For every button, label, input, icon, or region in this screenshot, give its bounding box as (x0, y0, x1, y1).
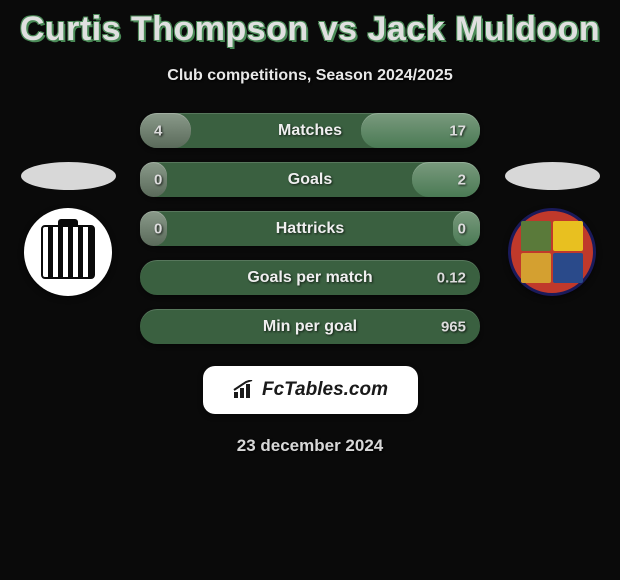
stat-row: 0 Goals 2 (140, 162, 480, 197)
stats-column: 4 Matches 17 0 Goals 2 0 Hattricks 0 Goals per ma… (140, 113, 480, 344)
stat-label: Goals (288, 171, 332, 189)
stat-value-right: 17 (449, 122, 466, 139)
date-text: 23 december 2024 (0, 436, 620, 456)
player-right-col (492, 162, 612, 296)
club-crest-right (508, 208, 596, 296)
player-silhouette-right (505, 162, 600, 190)
chart-icon (232, 380, 256, 400)
comparison-card: Curtis Thompson vs Jack Muldoon Club com… (0, 0, 620, 456)
stat-bar-right (412, 162, 480, 197)
stat-value-left: 0 (154, 220, 162, 237)
player-silhouette-left (21, 162, 116, 190)
player-left-col (8, 162, 128, 296)
stat-value-right: 0.12 (437, 269, 466, 286)
club-crest-left (24, 208, 112, 296)
stat-label: Hattricks (276, 220, 344, 238)
page-title: Curtis Thompson vs Jack Muldoon (0, 10, 620, 49)
stat-value-left: 4 (154, 122, 162, 139)
crest-left-shield (41, 225, 95, 279)
stat-value-right: 2 (458, 171, 466, 188)
subtitle: Club competitions, Season 2024/2025 (0, 67, 620, 85)
stat-row: Min per goal 965 (140, 309, 480, 344)
stat-label: Goals per match (247, 269, 372, 287)
stat-row: 0 Hattricks 0 (140, 211, 480, 246)
crest-quadrant (553, 221, 583, 251)
crest-quadrant (553, 253, 583, 283)
comparison-body: 4 Matches 17 0 Goals 2 0 Hattricks 0 Goals per ma… (0, 113, 620, 344)
stat-row: 4 Matches 17 (140, 113, 480, 148)
stat-label: Min per goal (263, 318, 357, 336)
stat-value-right: 0 (458, 220, 466, 237)
brand-text: FcTables.com (262, 379, 388, 401)
brand-badge: FcTables.com (203, 366, 418, 414)
stat-row: Goals per match 0.12 (140, 260, 480, 295)
crest-quadrant (521, 253, 551, 283)
stat-value-right: 965 (441, 318, 466, 335)
stat-value-left: 0 (154, 171, 162, 188)
stat-bar-left (140, 113, 191, 148)
stat-label: Matches (278, 122, 342, 140)
crest-quadrant (521, 221, 551, 251)
